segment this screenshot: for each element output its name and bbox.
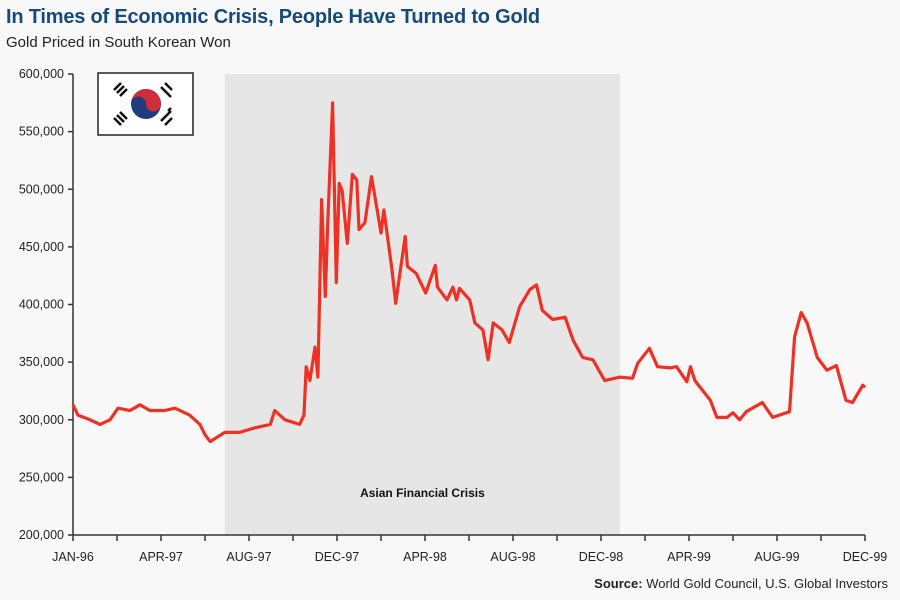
x-tick-label: DEC-97 <box>315 550 360 564</box>
x-tick-label: AUG-98 <box>490 550 535 564</box>
x-tick-label: APR-98 <box>403 550 447 564</box>
source-text: World Gold Council, U.S. Global Investor… <box>646 576 888 591</box>
gold-price-line <box>71 101 867 444</box>
crisis-label: Asian Financial Crisis <box>360 486 485 500</box>
y-tick-label: 400,000 <box>19 298 64 312</box>
chart-subtitle: Gold Priced in South Korean Won <box>6 34 231 51</box>
y-tick-label: 500,000 <box>19 182 64 196</box>
y-tick-label: 250,000 <box>19 470 64 484</box>
y-tick-label: 300,000 <box>19 413 64 427</box>
x-tick-label: APR-97 <box>139 550 183 564</box>
y-tick-label: 200,000 <box>19 528 64 542</box>
crisis-shaded-region <box>224 74 621 535</box>
y-tick-label: 550,000 <box>19 125 64 139</box>
x-tick-label: AUG-99 <box>754 550 799 564</box>
source-note: Source: World Gold Council, U.S. Global … <box>594 576 888 591</box>
x-tick-label: APR-99 <box>667 550 711 564</box>
x-tick-label: JAN-96 <box>52 550 94 564</box>
south-korea-flag-icon <box>97 72 194 136</box>
source-label: Source: <box>594 576 643 591</box>
x-tick-label: DEC-99 <box>843 550 888 564</box>
x-tick-label: AUG-97 <box>226 550 271 564</box>
x-tick-label: DEC-98 <box>579 550 624 564</box>
y-tick-label: 350,000 <box>19 355 64 369</box>
y-tick-label: 450,000 <box>19 240 64 254</box>
chart-title: In Times of Economic Crisis, People Have… <box>6 6 540 28</box>
y-tick-label: 600,000 <box>19 67 64 81</box>
